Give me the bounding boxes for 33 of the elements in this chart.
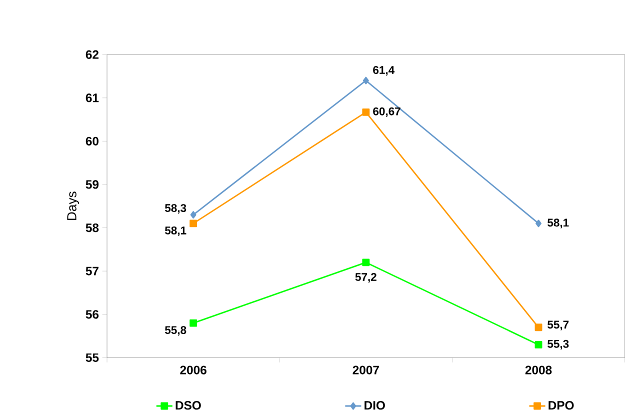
data-label: 58,3 [164, 204, 186, 214]
point [362, 108, 370, 116]
data-label: 61,4 [373, 66, 395, 76]
point [190, 220, 198, 228]
data-label: 55,7 [548, 320, 569, 330]
x-tick-label: 2006 [180, 366, 206, 374]
data-label: 55,8 [164, 326, 186, 336]
legend-label: DIO [364, 401, 385, 410]
y-axis-title: Days [67, 192, 79, 220]
y-tick-label: 61 [86, 94, 99, 102]
point [534, 324, 542, 332]
x-tick-label: 2008 [525, 366, 552, 374]
y-tick-label: 60 [86, 136, 98, 146]
point [362, 258, 370, 266]
legend-label: DPO [548, 401, 574, 410]
point [190, 319, 198, 327]
y-tick-label: 56 [86, 310, 99, 319]
y-tick-label: 58 [86, 224, 99, 232]
point [534, 341, 542, 349]
x-tick-label: 2007 [352, 366, 379, 374]
data-label: 55,3 [548, 340, 569, 350]
point [362, 76, 369, 84]
y-tick-label: 59 [86, 180, 99, 189]
data-label: 58,1 [548, 218, 569, 228]
y-tick-label: 55 [86, 354, 99, 362]
data-label: 58,1 [164, 226, 186, 236]
y-tick-label: 62 [86, 50, 99, 60]
data-label: 60,67 [373, 108, 400, 118]
data-label: 57,2 [355, 273, 376, 283]
y-tick-label: 57 [86, 266, 98, 276]
point [536, 220, 542, 228]
point [190, 211, 196, 219]
legend-label: DSO [176, 401, 201, 410]
